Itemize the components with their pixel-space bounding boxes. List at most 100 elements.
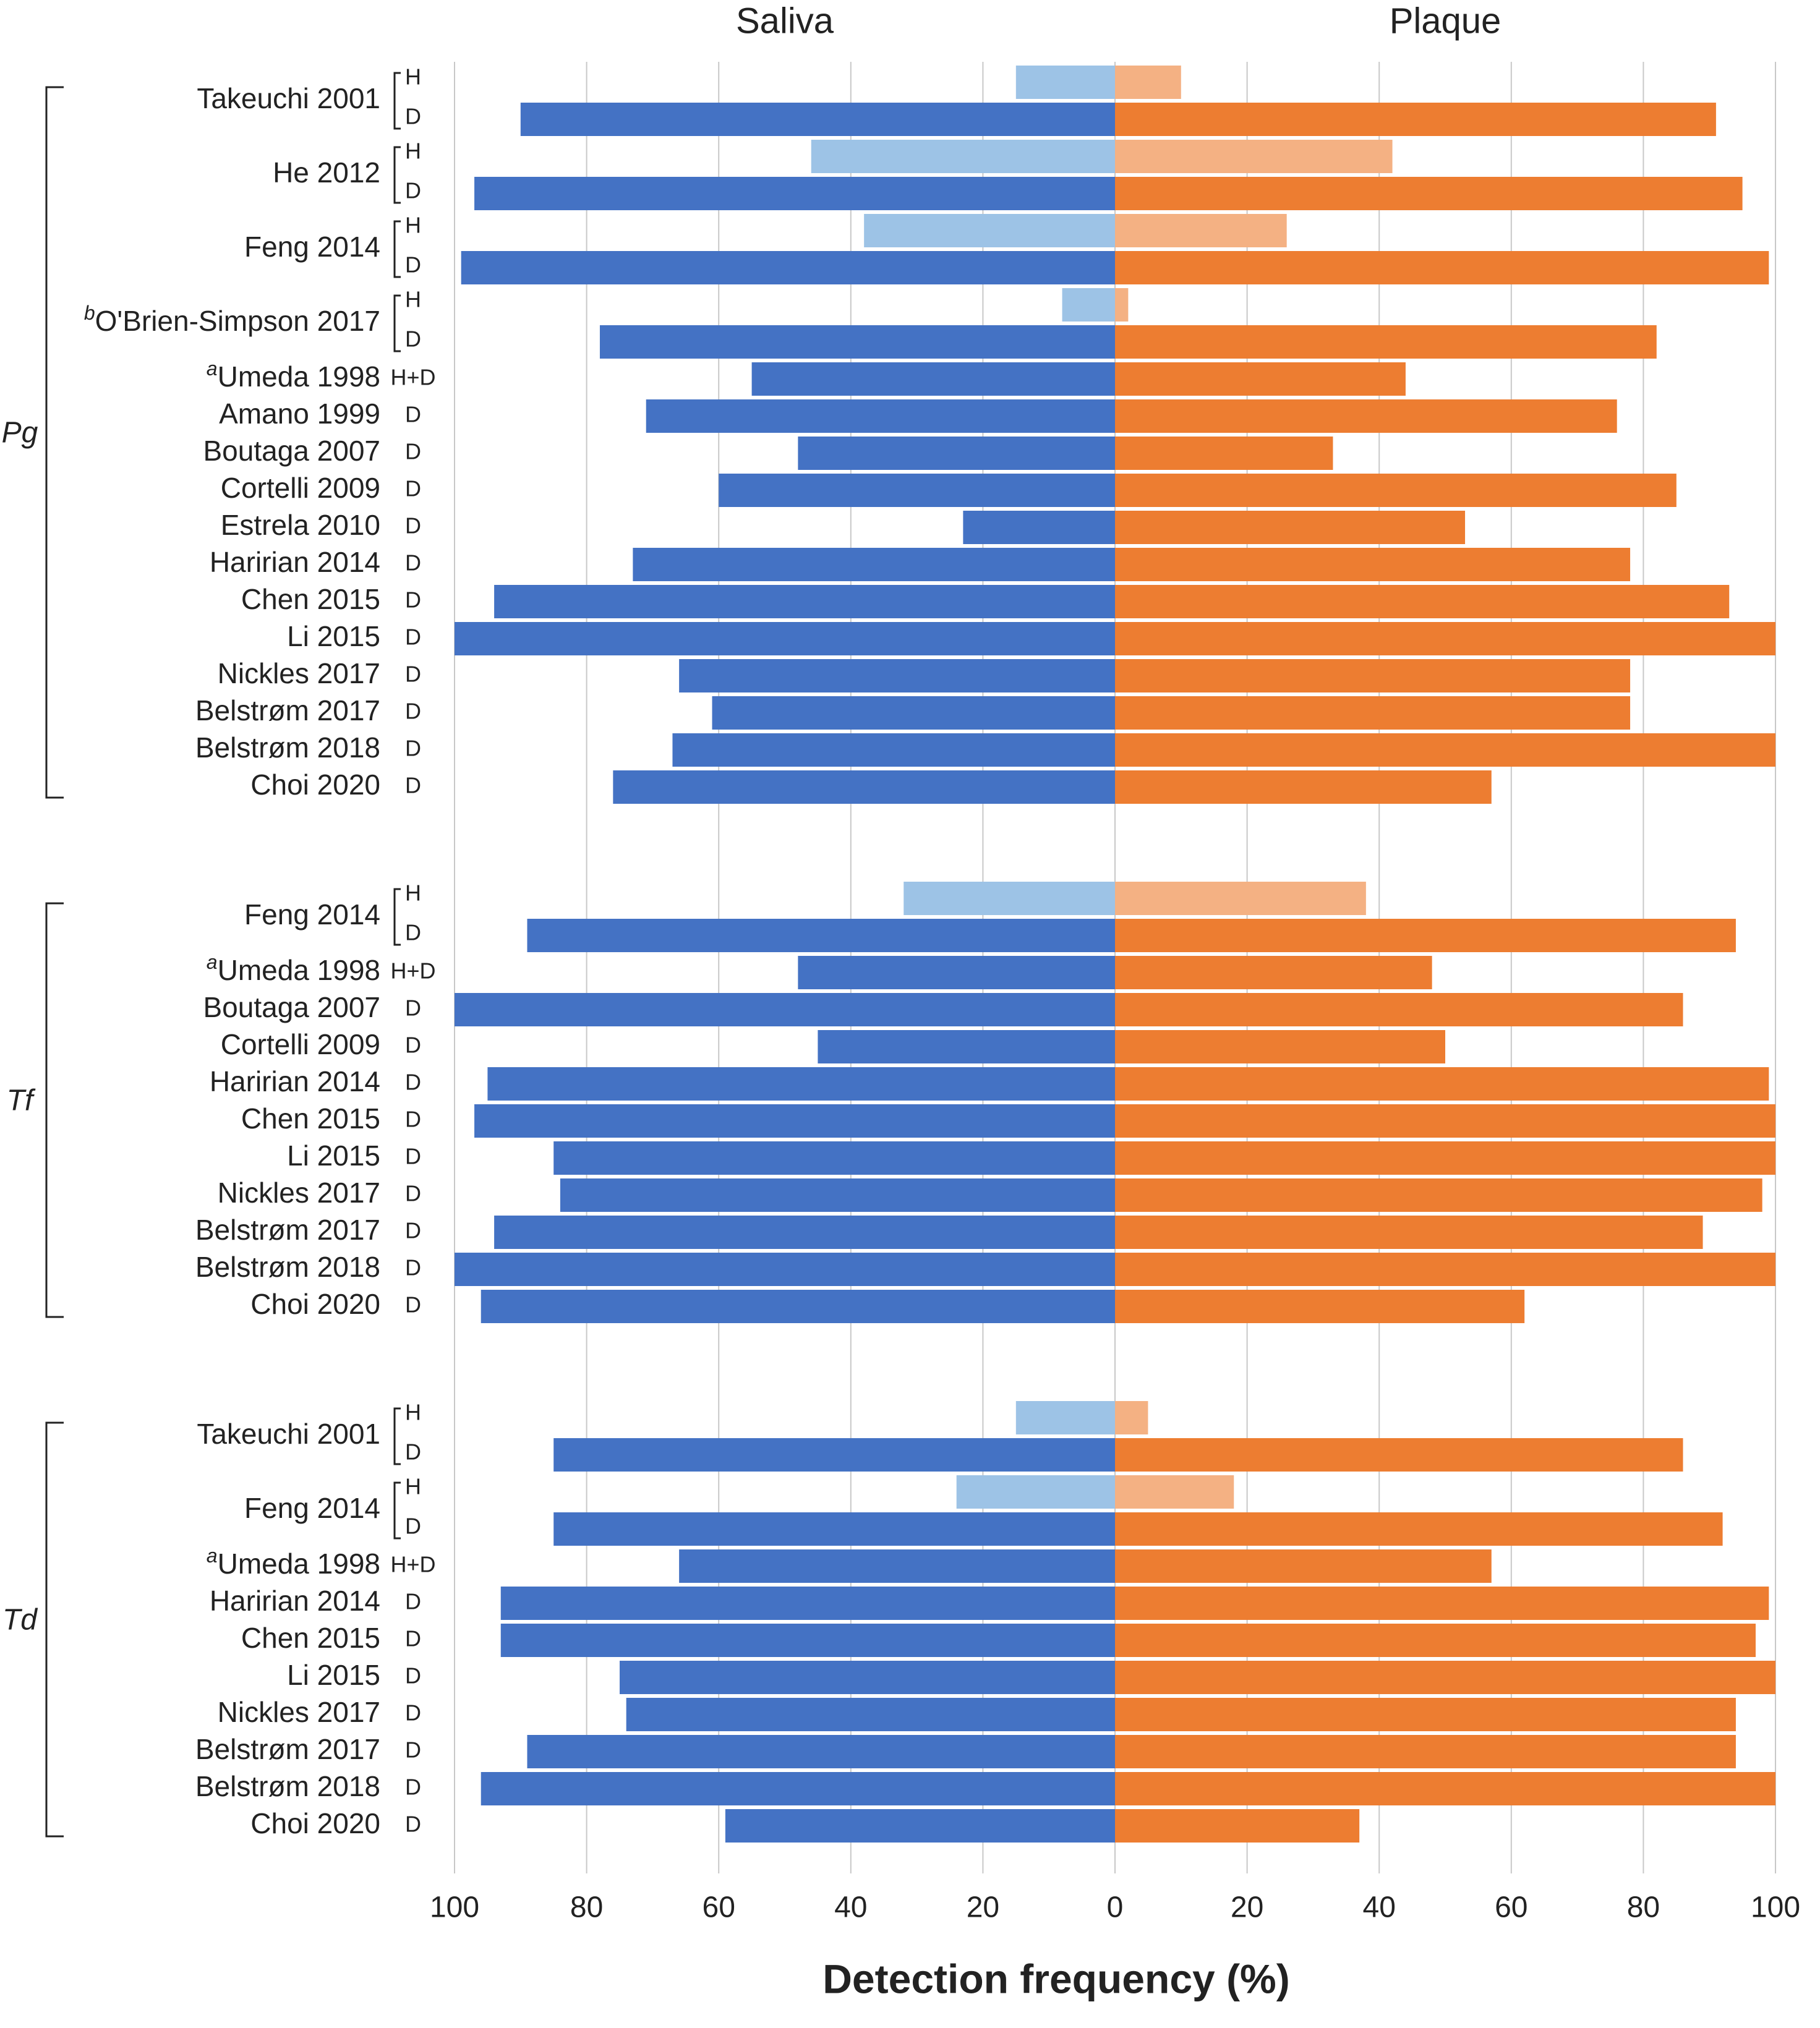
study-label: Li 2015 [287,1659,380,1691]
plaque-bar [1115,325,1657,359]
saliva-bar [481,1772,1115,1805]
disease-tag: D [405,252,421,278]
study-label: aUmeda 1998 [207,951,380,986]
status-tag: D [405,1774,421,1800]
study-label: Haririan 2014 [210,1585,380,1617]
saliva-bar [751,362,1115,396]
study-bracket [393,146,401,204]
study-label: Cortelli 2009 [221,1028,380,1060]
status-tag: D [405,1626,421,1651]
study-label: Nickles 2017 [218,1696,380,1728]
saliva-bar [646,399,1115,433]
study-label: Boutaga 2007 [203,991,381,1023]
plaque-bar [1115,993,1683,1026]
x-tick-label: 0 [1107,1891,1124,1924]
plaque-bar [1115,622,1775,655]
status-tag: H+D [390,958,435,984]
study-label: Boutaga 2007 [203,435,381,467]
study-label: aUmeda 1998 [207,1544,380,1580]
status-tag: D [405,1070,421,1095]
saliva-bar [500,1587,1115,1620]
plaque-bar [1115,1698,1736,1731]
saliva-bar [1015,66,1115,99]
footnote-marker: a [207,357,218,380]
study-name: O'Brien-Simpson 2017 [95,305,380,337]
saliva-bar [494,585,1115,618]
saliva-bar [560,1178,1115,1212]
saliva-bar [798,956,1115,989]
study-bracket [393,72,401,130]
status-tag: D [405,1812,421,1837]
saliva-bar [527,1735,1115,1768]
group-bracket [45,86,64,799]
saliva-bar [455,622,1115,655]
x-axis-title: Detection frequency (%) [822,1956,1289,2001]
study-label: Choi 2020 [250,1288,380,1320]
x-tick-label: 20 [1231,1891,1263,1924]
plaque-bar [1115,66,1181,99]
saliva-bar [956,1475,1115,1509]
plaque-bar [1115,882,1366,915]
status-tag: D [405,1218,421,1243]
plaque-bar [1115,1549,1492,1583]
study-bracket [393,220,401,278]
disease-tag: D [405,1439,421,1465]
study-label: Choi 2020 [250,769,380,801]
status-tag: D [405,1663,421,1689]
plaque-bar [1115,1141,1775,1175]
study-name: Umeda 1998 [218,954,380,986]
status-tag: D [405,550,421,576]
status-tag: D [405,1255,421,1280]
status-tag: D [405,773,421,798]
plaque-bar [1115,140,1393,173]
plaque-bar [1115,177,1743,210]
status-tag: D [405,1107,421,1132]
x-tick-label: 40 [834,1891,867,1924]
x-tick-label: 40 [1363,1891,1396,1924]
saliva-bar [474,177,1115,210]
study-label: Li 2015 [287,1140,380,1172]
plaque-bar [1115,1475,1234,1509]
plaque-bar [1115,1216,1703,1249]
saliva-bar [455,993,1115,1026]
saliva-bar [679,659,1115,692]
study-label: Feng 2014 [244,898,380,931]
status-tag: D [405,476,421,501]
study-label: Belstrøm 2018 [195,1770,380,1802]
plaque-bar [1115,696,1631,730]
plaque-bar [1115,288,1129,322]
saliva-bar [620,1661,1115,1694]
study-label: Chen 2015 [241,583,380,615]
disease-tag: D [405,326,421,352]
saliva-bar [679,1549,1115,1583]
saliva-bar [725,1809,1115,1843]
status-tag: D [405,587,421,613]
study-label: Nickles 2017 [218,1177,380,1209]
saliva-bar [818,1030,1115,1063]
saliva-bar [455,1253,1115,1286]
healthy-tag: H [405,213,421,238]
disease-tag: D [405,920,421,945]
plaque-bar [1115,1438,1683,1472]
study-label: Chen 2015 [241,1102,380,1135]
saliva-bar [520,103,1115,136]
plaque-bar [1115,1290,1525,1323]
status-tag: D [405,439,421,464]
footnote-marker: a [207,951,218,973]
saliva-bar [1062,288,1115,322]
study-label: Belstrøm 2017 [195,694,380,726]
saliva-bar [553,1141,1115,1175]
plaque-bar [1115,103,1716,136]
status-tag: D [405,736,421,761]
saliva-bar [626,1698,1115,1731]
group-bracket [45,1421,64,1838]
saliva-bar [494,1216,1115,1249]
x-tick-label: 60 [703,1891,735,1924]
saliva-bar [672,733,1115,767]
saliva-bar [811,140,1115,173]
plaque-panel-title: Plaque [1390,1,1502,41]
status-tag: D [405,402,421,427]
study-bracket [393,1481,401,1540]
saliva-bar [461,251,1116,284]
study-bracket [393,1407,401,1465]
